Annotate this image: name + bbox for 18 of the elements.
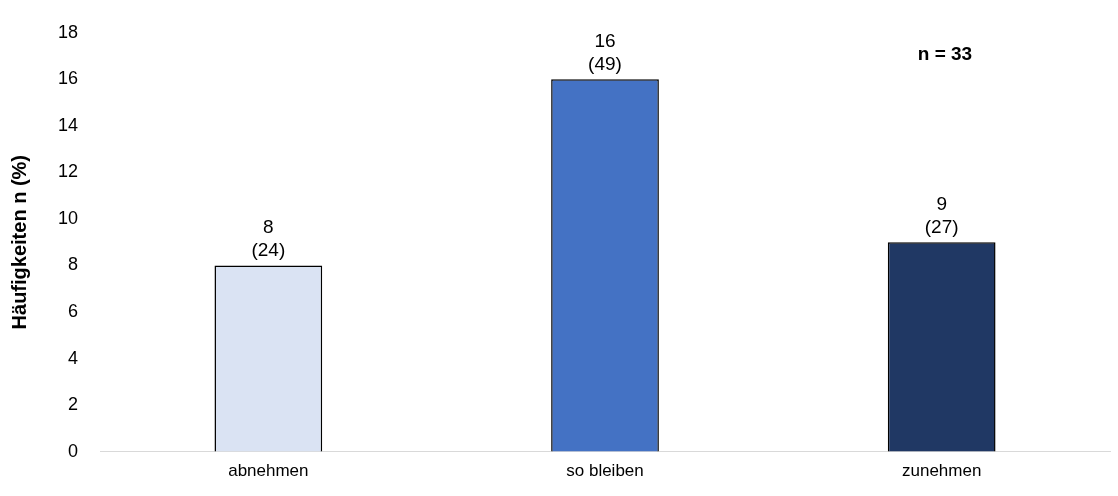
x-tick-label: zunehmen [901,461,982,481]
y-tick-label: 16 [57,68,79,89]
y-tick-label: 0 [68,440,79,461]
x-tick-label: so bleiben [566,461,644,481]
y-tick-label: 8 [68,254,79,275]
y-tick-label: 14 [57,114,79,135]
y-tick-label: 4 [68,347,79,368]
y-tick-label: 6 [68,300,79,321]
y-tick-label: 10 [57,207,79,228]
data-label: 8 (24) [251,216,286,261]
data-label: 9 (27) [924,192,959,237]
x-tick-label: abnehmen [228,461,309,481]
annotation: n = 33 [917,43,973,65]
data-label: 16 (49) [588,30,622,75]
y-tick-label: 18 [57,21,79,42]
y-tick-label: 12 [57,161,79,182]
y-axis-title: Häufigkeiten n (%) [7,154,30,330]
y-tick-label: 2 [68,394,79,415]
